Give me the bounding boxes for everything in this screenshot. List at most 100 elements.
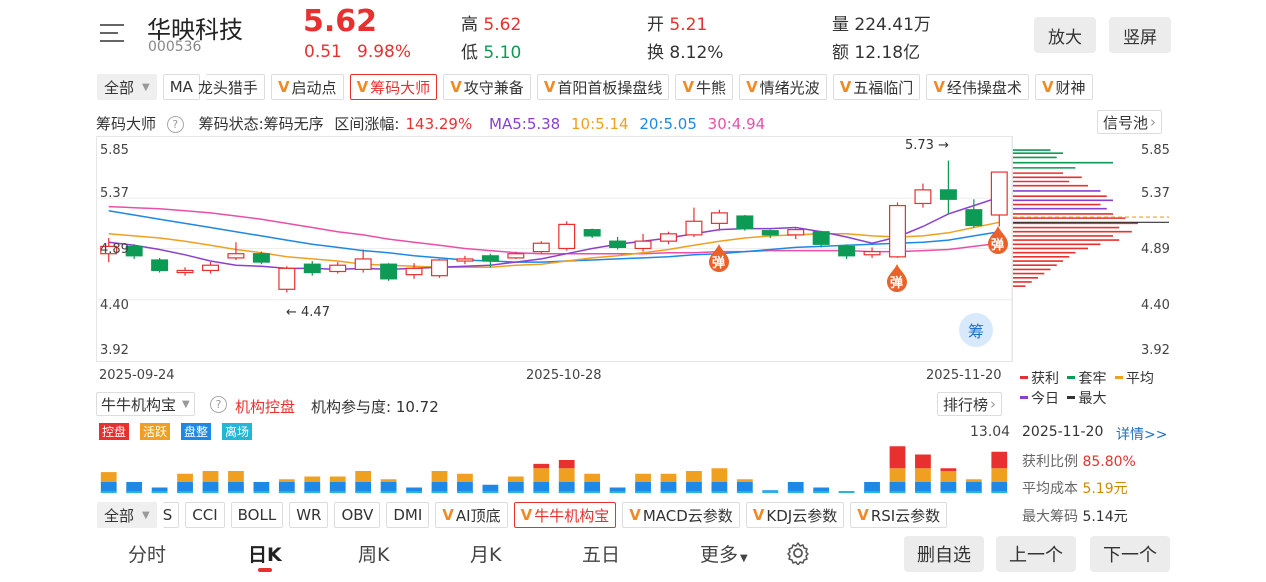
institution-bar-segment xyxy=(736,479,753,482)
indicator-tab-ma[interactable]: MA xyxy=(162,74,200,100)
sub-tab-dmi[interactable]: DMI xyxy=(386,502,430,528)
candle xyxy=(609,236,627,250)
chip-float-button[interactable]: 筹 xyxy=(959,313,993,347)
candle-body xyxy=(787,229,805,236)
badge-huoyue: 活跃 xyxy=(140,423,171,440)
institution-bar-segment xyxy=(889,446,906,469)
institution-bar xyxy=(431,471,448,493)
tab-label: 情绪光波 xyxy=(759,78,820,97)
indicator-tab-qingxu[interactable]: V 情绪光波 xyxy=(739,74,827,100)
sub-tab-macd[interactable]: V MACD云参数 xyxy=(622,502,740,528)
nav-tab-more[interactable]: 更多 ▼ xyxy=(700,544,748,566)
sub-tab-rsi[interactable]: V RSI云参数 xyxy=(850,502,948,528)
stock-name: 华映科技 xyxy=(147,16,243,44)
institution-bar-segment xyxy=(253,482,270,493)
candle-body xyxy=(838,245,856,257)
sub-tab-wr[interactable]: WR xyxy=(289,502,329,528)
indicator-tab-jingwei[interactable]: V 经伟操盘术 xyxy=(926,74,1029,100)
institution-bar xyxy=(864,482,880,493)
candle xyxy=(202,262,219,274)
institution-bar-segment xyxy=(584,473,601,482)
indicator-title: 筹码大师 xyxy=(96,115,157,133)
kline-chart[interactable] xyxy=(96,136,1170,366)
tan-label: 弹 xyxy=(712,256,726,271)
sub-tab-kdj[interactable]: V KDJ云参数 xyxy=(745,502,845,528)
nav-tab-fenshi[interactable]: 分时 xyxy=(128,544,167,566)
sub-indicator-name: 机构控盘 xyxy=(235,398,296,416)
candle-body xyxy=(252,253,270,263)
institution-bar-segment xyxy=(431,482,448,493)
institution-bar-segment xyxy=(151,487,168,493)
institution-bar xyxy=(889,446,906,493)
institution-bar-segment xyxy=(965,479,982,482)
indicator-info-line: 筹码大师 ? 筹码状态:筹码无序 区间涨幅: 143.29% MA5:5.38 1… xyxy=(96,113,771,134)
indicator-all-dropdown[interactable]: 全部 ▼ xyxy=(97,74,157,100)
sub-all-dropdown[interactable]: 全部 ▼ xyxy=(97,502,157,528)
indicator-tab-niuxiong[interactable]: V 牛熊 xyxy=(675,74,734,100)
portrait-button[interactable]: 竖屏 xyxy=(1109,17,1171,53)
tan-label: 弹 xyxy=(991,238,1005,253)
institution-bar-segment xyxy=(584,482,601,493)
indicator-tab-gongshou[interactable]: V 攻守兼备 xyxy=(443,74,531,100)
sub-tab-s[interactable]: S xyxy=(162,502,180,528)
institution-bar xyxy=(711,468,728,493)
delete-watchlist-button[interactable]: 删自选 xyxy=(904,536,984,572)
signal-pool-label: 信号池 xyxy=(1103,113,1149,132)
indicator-tab-qidongdian[interactable]: V 启动点 xyxy=(270,74,344,100)
institution-bar xyxy=(991,451,1008,493)
indicator-tab-choumadashi[interactable]: V 筹码大师 xyxy=(349,74,438,100)
institution-bar-segment xyxy=(864,491,880,493)
sub-indicator-selector[interactable]: 牛牛机构宝 ▼ xyxy=(96,392,195,416)
sub-tab-boll[interactable]: BOLL xyxy=(230,502,284,528)
y-label-left-3: 4.40 xyxy=(100,298,129,313)
settings-gear-icon[interactable] xyxy=(786,541,810,566)
candle xyxy=(507,251,525,259)
zoom-button[interactable]: 放大 xyxy=(1034,17,1096,53)
ma20-value: 20:5.05 xyxy=(639,115,697,133)
sub-tab-obv[interactable]: OBV xyxy=(334,502,381,528)
nav-tab-yuek[interactable]: 月K xyxy=(470,544,502,566)
indicator-tab-wufu[interactable]: V 五福临门 xyxy=(832,74,921,100)
legend-trapped: 套牢 xyxy=(1067,371,1106,387)
indicator-tab-longtou[interactable]: 龙头猎手 xyxy=(198,74,265,100)
tab-label: 牛牛机构宝 xyxy=(534,506,610,525)
help-icon[interactable]: ? xyxy=(166,116,184,133)
indicator-tab-shouyang[interactable]: V 首阳首板操盘线 xyxy=(536,74,670,100)
candle xyxy=(939,160,957,214)
prev-stock-button[interactable]: 上一个 xyxy=(996,536,1076,572)
institution-bar-segment xyxy=(380,491,397,493)
institution-bar-segment xyxy=(991,451,1008,469)
ma20-line xyxy=(108,210,1000,263)
help-icon[interactable]: ? xyxy=(210,394,227,413)
institution-bar xyxy=(940,468,957,493)
avg-cost: 平均成本 5.19元 xyxy=(1022,481,1128,497)
nav-tab-zhouk[interactable]: 周K xyxy=(358,544,390,566)
signal-pool-button[interactable]: 信号池 › xyxy=(1097,110,1163,134)
menu-icon[interactable] xyxy=(100,24,124,46)
next-stock-button[interactable]: 下一个 xyxy=(1090,536,1170,572)
rank-button[interactable]: 排行榜 › xyxy=(937,392,1003,416)
chip-legend: 获利 套牢 平均 xyxy=(1020,368,1154,388)
sub-tab-ai[interactable]: V AI顶底 xyxy=(435,502,508,528)
chip-detail-link[interactable]: 详情>> xyxy=(1116,427,1168,443)
nav-tab-rik[interactable]: 日K xyxy=(248,544,282,566)
institution-bar-segment xyxy=(635,482,651,493)
sub-tab-cci[interactable]: CCI xyxy=(185,502,225,528)
institution-bar xyxy=(965,479,982,493)
institution-bar-segment xyxy=(889,491,906,493)
tan-signal-marker: 弹 xyxy=(886,264,908,292)
sub-tab-niuniu[interactable]: V 牛牛机构宝 xyxy=(513,502,617,528)
candle xyxy=(405,263,423,279)
indicator-tab-caishen[interactable]: V 财神 xyxy=(1034,74,1093,100)
tab-label: BOLL xyxy=(237,506,277,524)
tab-label: OBV xyxy=(341,506,374,524)
institution-bar-segment xyxy=(126,491,143,493)
nav-tab-wuri[interactable]: 五日 xyxy=(582,544,621,566)
ma5-value: MA5:5.38 xyxy=(489,115,561,133)
chip-float-label: 筹 xyxy=(967,322,984,341)
candle xyxy=(151,257,169,273)
tan-label: 弹 xyxy=(890,276,904,291)
sub-max-value: 13.04 xyxy=(970,424,1011,440)
candle xyxy=(431,258,448,278)
ma30-line xyxy=(108,205,1000,255)
